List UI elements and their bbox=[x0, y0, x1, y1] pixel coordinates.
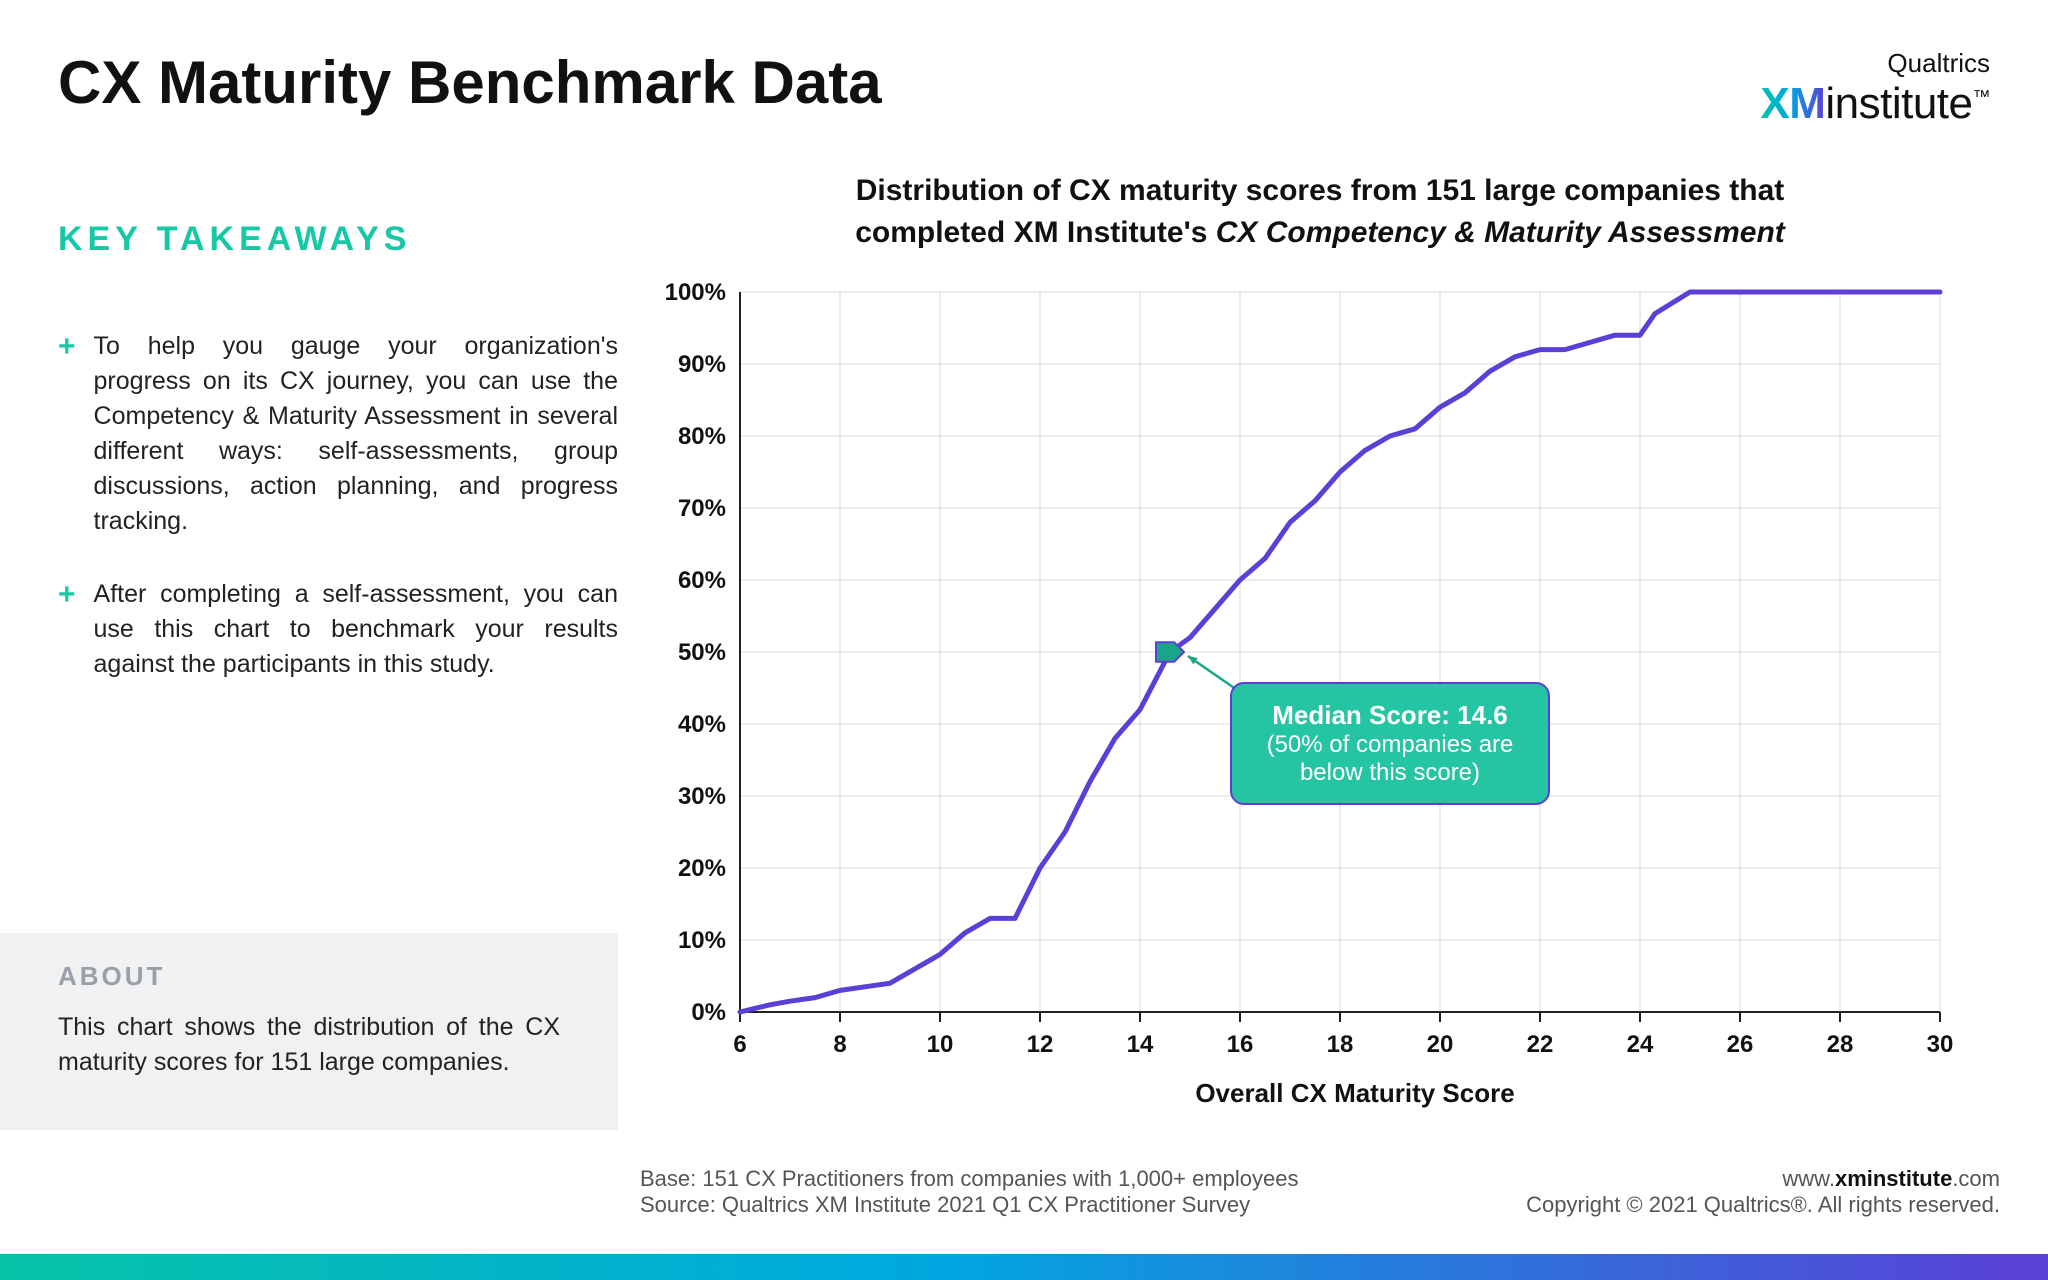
callout-line2b: below this score) bbox=[1258, 759, 1522, 787]
logo-top-text: Qualtrics bbox=[1760, 48, 1990, 79]
chart-title-line1: Distribution of CX maturity scores from … bbox=[856, 174, 1785, 207]
svg-text:12: 12 bbox=[1027, 1031, 1054, 1058]
page-title: CX Maturity Benchmark Data bbox=[58, 48, 882, 117]
svg-text:10%: 10% bbox=[678, 927, 726, 954]
svg-text:90%: 90% bbox=[678, 351, 726, 378]
svg-text:18: 18 bbox=[1327, 1031, 1354, 1058]
svg-text:40%: 40% bbox=[678, 711, 726, 738]
svg-text:6: 6 bbox=[733, 1031, 746, 1058]
url-www: www. bbox=[1782, 1166, 1835, 1191]
footer-left: Base: 151 CX Practitioners from companie… bbox=[640, 1166, 1299, 1218]
chart-area: Distribution of CX maturity scores from … bbox=[640, 170, 2000, 1109]
svg-text:26: 26 bbox=[1727, 1031, 1754, 1058]
plus-icon: + bbox=[58, 329, 76, 539]
svg-text:16: 16 bbox=[1227, 1031, 1254, 1058]
logo-bottom-text: XMinstitute™ bbox=[1760, 79, 1990, 129]
callout-line1: Median Score: 14.6 bbox=[1258, 700, 1522, 731]
chart-title: Distribution of CX maturity scores from … bbox=[640, 170, 2000, 254]
url-com: .com bbox=[1952, 1166, 2000, 1191]
x-axis-label: Overall CX Maturity Score bbox=[710, 1078, 2000, 1109]
about-text: This chart shows the distribution of the… bbox=[58, 1010, 560, 1080]
takeaway-item: + After completing a self-assessment, yo… bbox=[58, 577, 618, 682]
plus-icon: + bbox=[58, 577, 76, 682]
footer: Base: 151 CX Practitioners from companie… bbox=[640, 1166, 2000, 1218]
footer-source: Source: Qualtrics XM Institute 2021 Q1 C… bbox=[640, 1192, 1299, 1218]
svg-text:0%: 0% bbox=[691, 999, 726, 1026]
svg-text:50%: 50% bbox=[678, 639, 726, 666]
svg-text:20%: 20% bbox=[678, 855, 726, 882]
svg-text:20: 20 bbox=[1427, 1031, 1454, 1058]
url-domain: xminstitute bbox=[1835, 1166, 1952, 1191]
logo-xm: XM bbox=[1760, 79, 1825, 128]
svg-text:30: 30 bbox=[1927, 1031, 1954, 1058]
svg-text:24: 24 bbox=[1627, 1031, 1654, 1058]
takeaway-text: To help you gauge your organization's pr… bbox=[94, 329, 618, 539]
svg-text:8: 8 bbox=[833, 1031, 846, 1058]
svg-text:14: 14 bbox=[1127, 1031, 1154, 1058]
callout-line2a: (50% of companies are bbox=[1258, 731, 1522, 759]
header: CX Maturity Benchmark Data Qualtrics XMi… bbox=[58, 48, 1990, 129]
footer-right: www.xminstitute.com Copyright © 2021 Qua… bbox=[1526, 1166, 2000, 1218]
footer-copyright: Copyright © 2021 Qualtrics®. All rights … bbox=[1526, 1192, 2000, 1218]
svg-text:100%: 100% bbox=[665, 282, 726, 306]
svg-text:60%: 60% bbox=[678, 567, 726, 594]
takeaway-text: After completing a self-assessment, you … bbox=[94, 577, 618, 682]
gradient-bar bbox=[0, 1254, 2048, 1280]
footer-url: www.xminstitute.com bbox=[1526, 1166, 2000, 1192]
chart-svg-wrap: 6 8 10 12 14 16 18 20 22 24 26 28 30 0% 10% 20% 30% 40% 50… bbox=[640, 282, 2000, 1072]
about-heading: ABOUT bbox=[58, 961, 560, 992]
about-box: ABOUT This chart shows the distribution … bbox=[0, 933, 618, 1130]
logo-institute: institute bbox=[1825, 79, 1972, 128]
takeaway-item: + To help you gauge your organization's … bbox=[58, 329, 618, 539]
key-takeaways-heading: KEY TAKEAWAYS bbox=[58, 220, 618, 259]
svg-text:80%: 80% bbox=[678, 423, 726, 450]
chart-title-line2b: CX Competency & Maturity Assessment bbox=[1216, 216, 1785, 249]
footer-base: Base: 151 CX Practitioners from companie… bbox=[640, 1166, 1299, 1192]
chart-svg: 6 8 10 12 14 16 18 20 22 24 26 28 30 0% 10% 20% 30% 40% 50… bbox=[640, 282, 2000, 1072]
svg-text:70%: 70% bbox=[678, 495, 726, 522]
svg-text:30%: 30% bbox=[678, 783, 726, 810]
svg-text:10: 10 bbox=[927, 1031, 954, 1058]
chart-title-line2a: completed XM Institute's bbox=[855, 216, 1216, 249]
left-column: KEY TAKEAWAYS + To help you gauge your o… bbox=[58, 220, 618, 720]
svg-text:28: 28 bbox=[1827, 1031, 1854, 1058]
brand-logo: Qualtrics XMinstitute™ bbox=[1760, 48, 1990, 129]
svg-text:22: 22 bbox=[1527, 1031, 1554, 1058]
median-callout: Median Score: 14.6 (50% of companies are… bbox=[1230, 682, 1550, 805]
page: CX Maturity Benchmark Data Qualtrics XMi… bbox=[0, 0, 2048, 1280]
logo-tm: ™ bbox=[1973, 86, 1991, 106]
